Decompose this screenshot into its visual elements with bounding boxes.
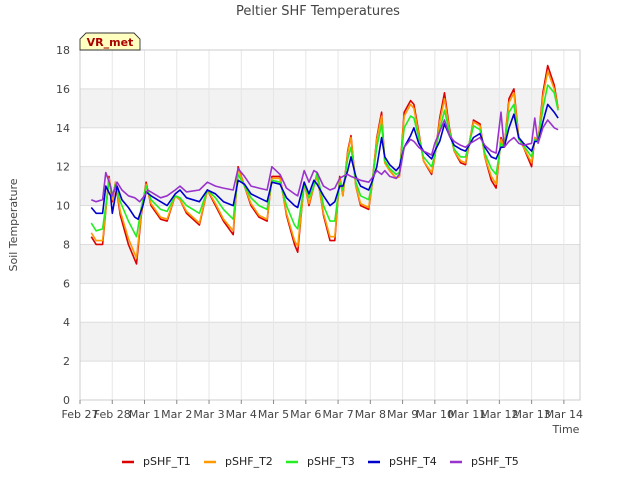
x-tick-label: Mar 12 — [480, 408, 518, 421]
x-tick-label: Mar 4 — [226, 408, 257, 421]
y-tick-label: 12 — [56, 161, 70, 174]
y-axis-ticks: 0 2 4 6 8 10 12 14 16 18 — [56, 44, 70, 407]
y-tick-label: 18 — [56, 44, 70, 57]
x-tick-label: Mar 7 — [322, 408, 353, 421]
plot-band — [80, 244, 580, 284]
annotation-box: VR_met — [79, 32, 141, 51]
chart-title: Peltier SHF Temperatures — [236, 4, 400, 19]
y-axis-label: Soil Temperature — [7, 178, 20, 271]
y-tick-label: 2 — [63, 355, 70, 368]
series-line-pSHF_T5 — [90, 111, 559, 203]
x-tick-label: Mar 1 — [129, 408, 160, 421]
plot-bands — [80, 88, 580, 362]
x-tick-label: Feb 28 — [94, 408, 131, 421]
x-tick-label: Feb 27 — [62, 408, 99, 421]
series-line-pSHF_T4 — [90, 103, 559, 220]
y-tick-label: 4 — [63, 316, 70, 329]
y-tick-label: 16 — [56, 83, 70, 96]
x-tick-label: Mar 11 — [448, 408, 486, 421]
plot-band — [80, 88, 580, 128]
y-tick-label: 0 — [63, 394, 70, 407]
plot-band — [80, 322, 580, 362]
y-tick-label: 8 — [63, 238, 70, 251]
plot-area — [79, 49, 581, 401]
legend-label-pSHF_T2: pSHF_T2 — [225, 455, 273, 468]
annotation-shape — [79, 32, 141, 51]
annotation-label: VR_met — [87, 36, 134, 49]
y-tick-label: 6 — [63, 277, 70, 290]
series-line-pSHF_T3 — [90, 84, 559, 238]
x-tick-label: Mar 10 — [416, 408, 454, 421]
grid-lines — [79, 49, 580, 401]
plot-band — [80, 166, 580, 206]
y-tick-label: 14 — [56, 122, 70, 135]
legend-label-pSHF_T5: pSHF_T5 — [471, 455, 519, 468]
legend-label-pSHF_T3: pSHF_T3 — [307, 455, 355, 468]
x-tick-label: Mar 3 — [193, 408, 224, 421]
series-lines — [90, 64, 559, 265]
x-axis-label: Time — [552, 423, 580, 436]
legend: pSHF_T1 pSHF_T2 pSHF_T3 pSHF_T4 pSHF_T5 — [122, 455, 519, 468]
x-tick-label: Mar 13 — [512, 408, 550, 421]
x-tick-label: Mar 9 — [387, 408, 418, 421]
y-tick-label: 10 — [56, 200, 70, 213]
legend-label-pSHF_T4: pSHF_T4 — [389, 455, 437, 468]
x-tick-label: Mar 6 — [290, 408, 321, 421]
legend-label-pSHF_T1: pSHF_T1 — [143, 455, 191, 468]
x-tick-label: Mar 8 — [355, 408, 386, 421]
x-tick-label: Mar 14 — [545, 408, 583, 421]
x-tick-label: Mar 5 — [258, 408, 289, 421]
x-tick-label: Mar 2 — [161, 408, 192, 421]
